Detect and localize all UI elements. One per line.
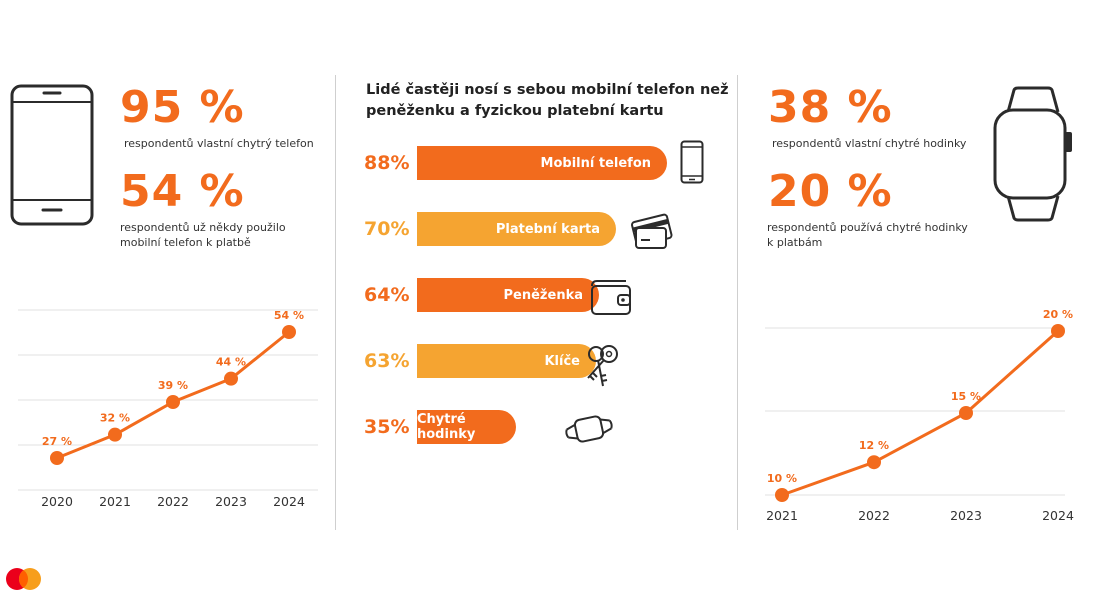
bar: Mobilní telefon	[417, 146, 667, 180]
center-heading-line-1: Lidé častěji nosí s sebou mobilní telefo…	[366, 82, 729, 98]
wallet-icon	[591, 280, 631, 315]
bar-category-label: Platební karta	[495, 221, 600, 237]
data-label: 44 %	[216, 356, 246, 369]
data-point	[1051, 324, 1065, 338]
data-point	[867, 455, 881, 470]
data-label: 15 %	[951, 390, 981, 403]
stat-smartphone-ownership-text: respondentů vlastní chytrý telefon	[124, 137, 314, 150]
divider-right	[737, 75, 738, 530]
keys-icon	[587, 345, 618, 387]
x-tick-label: 2024	[1042, 508, 1074, 523]
bar: Chytré hodinky	[417, 410, 516, 444]
data-label: 39 %	[158, 379, 188, 392]
x-tick-label: 2022	[858, 508, 890, 523]
smartphone-icon	[10, 84, 94, 226]
bar-category-label: Peněženka	[503, 287, 583, 303]
stat-mobile-payment: 54 %	[120, 166, 245, 217]
bar-category-label: Mobilní telefon	[540, 155, 651, 171]
stat-smartwatch-ownership-text: respondentů vlastní chytré hodinky	[772, 137, 967, 150]
x-tick-label: 2023	[215, 494, 247, 509]
data-label: 20 %	[1043, 308, 1073, 321]
data-label: 27 %	[42, 435, 72, 448]
bar-value-label: 88%	[364, 152, 410, 174]
x-tick-label: 2021	[99, 494, 131, 509]
data-label: 12 %	[859, 439, 889, 452]
stat-mobile-payment-text-2: mobilní telefon k platbě	[120, 236, 251, 249]
stat-smartwatch-payment-text-2: k platbám	[767, 236, 823, 249]
bar: Platební karta	[417, 212, 616, 246]
smartphone-icon	[680, 140, 704, 184]
smartwatch-icon	[565, 415, 613, 443]
data-point	[108, 427, 122, 442]
mastercard-logo	[6, 568, 41, 590]
bar-value-label: 63%	[364, 350, 410, 372]
bar-value-label: 70%	[364, 218, 410, 240]
bar-value-label: 35%	[364, 416, 410, 438]
data-point	[166, 395, 180, 409]
x-tick-label: 2020	[41, 494, 73, 509]
divider-left	[335, 75, 336, 530]
bar-category-label: Klíče	[544, 353, 580, 369]
center-heading-line-2: peněženku a fyzickou platební kartu	[366, 103, 664, 119]
data-label: 10 %	[767, 472, 797, 485]
x-tick-label: 2023	[950, 508, 982, 523]
data-point	[959, 406, 973, 420]
credit-card-icon	[631, 213, 673, 249]
bar-value-label: 64%	[364, 284, 410, 306]
x-tick-label: 2024	[273, 494, 305, 509]
data-point	[50, 451, 64, 465]
stat-mobile-payment-text-1: respondentů už někdy použilo	[120, 221, 286, 234]
data-point	[282, 325, 296, 339]
data-label: 54 %	[274, 309, 304, 322]
x-tick-label: 2022	[157, 494, 189, 509]
stat-smartwatch-payment: 20 %	[768, 166, 893, 217]
stat-smartphone-ownership: 95 %	[120, 82, 245, 133]
data-point	[775, 488, 789, 502]
data-label: 32 %	[100, 412, 130, 425]
bar: Klíče	[417, 344, 596, 378]
bar: Peněženka	[417, 278, 599, 312]
x-tick-label: 2021	[766, 508, 798, 523]
line-chart-smartphone-payment: 27 % 2020 32 % 2021 39 % 2022 44 % 2023 54 % 2024	[18, 309, 318, 509]
stat-smartwatch-ownership: 38 %	[768, 82, 893, 133]
smartwatch-icon	[993, 86, 1072, 222]
stat-smartwatch-payment-text-1: respondentů používá chytré hodinky	[767, 221, 968, 234]
series-line	[781, 329, 1059, 497]
line-chart-smartwatch-payment: 10 % 2021 12 % 2022 15 % 2023 20 % 2024	[765, 308, 1074, 523]
bar-category-label: Chytré hodinky	[417, 412, 476, 442]
data-point	[224, 371, 238, 386]
